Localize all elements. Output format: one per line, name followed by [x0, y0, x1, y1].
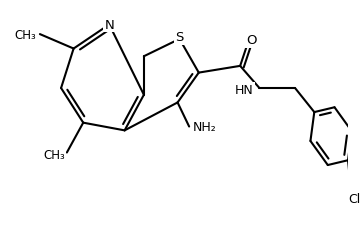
- Text: N: N: [104, 19, 114, 32]
- Text: O: O: [247, 34, 257, 47]
- Text: HN: HN: [235, 84, 254, 97]
- Text: CH₃: CH₃: [14, 28, 36, 41]
- Text: S: S: [175, 31, 184, 44]
- Text: Cl: Cl: [348, 192, 360, 205]
- Text: CH₃: CH₃: [43, 148, 65, 161]
- Text: NH₂: NH₂: [193, 120, 217, 134]
